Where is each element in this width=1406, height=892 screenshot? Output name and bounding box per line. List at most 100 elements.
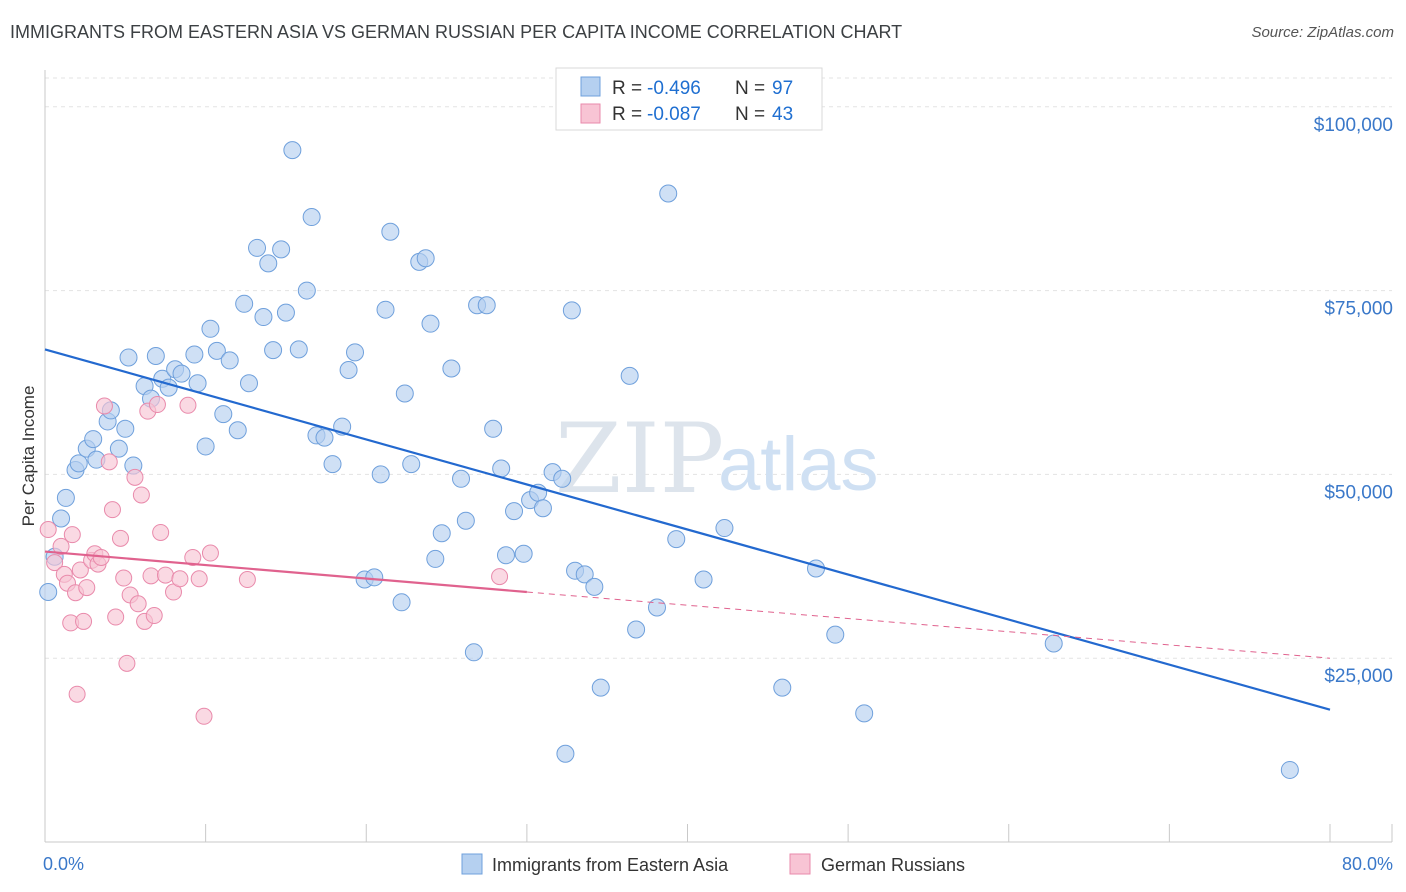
point-eastern-asia: [235, 294, 254, 313]
stats-n-value-blue: 97: [772, 78, 793, 99]
point-eastern-asia: [116, 419, 135, 438]
point-german-russian: [238, 571, 256, 589]
stats-r-label-pink: R =: [612, 104, 642, 125]
point-eastern-asia: [464, 643, 483, 662]
point-eastern-asia: [484, 419, 503, 438]
trend-line-eastern-asia: [44, 348, 1331, 711]
point-german-russian: [118, 654, 136, 672]
point-eastern-asia: [562, 301, 581, 320]
point-eastern-asia: [381, 222, 400, 241]
point-eastern-asia: [283, 141, 302, 160]
point-eastern-asia: [146, 347, 165, 366]
point-eastern-asia: [1044, 634, 1063, 653]
point-german-russian: [148, 396, 166, 414]
legend-swatch-blue: [461, 853, 483, 875]
point-german-russian: [39, 521, 57, 539]
point-german-russian: [156, 566, 174, 584]
point-eastern-asia: [220, 351, 239, 370]
legend-swatch-pink: [789, 853, 811, 875]
point-german-russian: [201, 544, 219, 562]
bottom-legend: Immigrants from Eastern Asia German Russ…: [461, 853, 965, 875]
point-eastern-asia: [620, 366, 639, 385]
point-eastern-asia: [207, 341, 226, 360]
point-eastern-asia: [659, 184, 678, 203]
point-eastern-asia: [264, 341, 283, 360]
point-eastern-asia: [339, 360, 358, 379]
point-eastern-asia: [228, 421, 247, 440]
point-eastern-asia: [272, 240, 291, 259]
point-eastern-asia: [456, 511, 475, 530]
point-eastern-asia: [402, 455, 421, 474]
point-german-russian: [95, 397, 113, 415]
point-german-russian: [103, 501, 121, 519]
stats-legend: R = -0.496 N = 97 R = -0.087 N = 43: [555, 67, 823, 131]
point-eastern-asia: [421, 314, 440, 333]
point-eastern-asia: [39, 583, 58, 602]
point-eastern-asia: [259, 254, 278, 273]
point-eastern-asia: [773, 678, 792, 697]
watermark-zip: ZIP: [555, 403, 724, 515]
point-eastern-asia: [56, 488, 75, 507]
point-eastern-asia: [119, 348, 138, 367]
point-german-russian: [142, 567, 160, 585]
point-eastern-asia: [442, 359, 461, 378]
point-eastern-asia: [172, 364, 191, 383]
point-eastern-asia: [254, 308, 273, 327]
point-eastern-asia: [667, 530, 686, 549]
point-eastern-asia: [627, 620, 646, 639]
x-tick-marks: [44, 824, 1393, 842]
point-german-russian: [129, 595, 147, 613]
point-eastern-asia: [297, 281, 316, 300]
stats-swatch-blue: [580, 76, 601, 97]
point-german-russian: [107, 608, 125, 626]
point-german-russian: [184, 548, 202, 566]
axis-layer: [44, 70, 1392, 843]
point-eastern-asia: [505, 502, 524, 521]
point-eastern-asia: [201, 319, 220, 338]
point-eastern-asia: [416, 249, 435, 268]
point-eastern-asia: [694, 570, 713, 589]
stats-r-label-blue: R =: [612, 78, 642, 99]
point-eastern-asia: [492, 459, 511, 478]
y-axis-label: Per Capita Income: [19, 386, 38, 527]
point-eastern-asia: [715, 519, 734, 538]
y-tick-label: $75,000: [1324, 299, 1393, 320]
point-eastern-asia: [302, 208, 321, 227]
point-german-russian: [152, 523, 170, 541]
point-eastern-asia: [1280, 760, 1299, 779]
point-eastern-asia: [477, 296, 496, 315]
point-eastern-asia: [185, 345, 204, 364]
point-eastern-asia: [647, 598, 666, 617]
point-eastern-asia: [392, 593, 411, 612]
point-eastern-asia: [807, 559, 825, 578]
chart-source: Source: ZipAtlas.com: [1251, 24, 1394, 41]
point-eastern-asia: [514, 544, 533, 563]
point-german-russian: [126, 468, 144, 486]
point-eastern-asia: [315, 428, 334, 447]
point-eastern-asia: [556, 744, 575, 763]
y-tick-label: $25,000: [1324, 666, 1393, 687]
point-german-russian: [115, 569, 133, 587]
point-eastern-asia: [533, 499, 552, 518]
point-german-russian: [195, 707, 213, 725]
point-eastern-asia: [826, 625, 845, 644]
point-eastern-asia: [289, 340, 308, 359]
point-eastern-asia: [432, 524, 451, 543]
point-eastern-asia: [346, 343, 365, 362]
stats-r-value-pink: -0.087: [647, 104, 701, 125]
legend-label-immigrants: Immigrants from Eastern Asia: [492, 855, 729, 875]
legend-label-german-russians: German Russians: [821, 855, 965, 875]
watermark-atlas: atlas: [718, 422, 879, 507]
point-german-russian: [75, 612, 93, 630]
watermark: ZIP atlas: [555, 403, 879, 515]
trend-line-german-russian: [44, 550, 527, 594]
point-german-russian: [78, 579, 96, 597]
point-eastern-asia: [239, 374, 258, 393]
stats-n-label-pink: N =: [735, 104, 765, 125]
point-eastern-asia: [371, 465, 390, 484]
point-eastern-asia: [553, 469, 572, 488]
point-eastern-asia: [376, 300, 395, 319]
point-eastern-asia: [109, 439, 128, 458]
point-eastern-asia: [188, 374, 207, 393]
